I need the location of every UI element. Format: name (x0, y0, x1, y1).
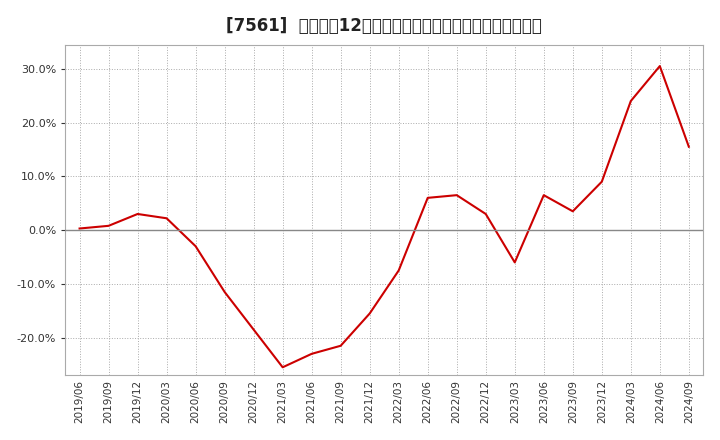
Title: [7561]  売上高の12か月移動合計の対前年同期増減率の推移: [7561] 売上高の12か月移動合計の対前年同期増減率の推移 (226, 17, 542, 35)
